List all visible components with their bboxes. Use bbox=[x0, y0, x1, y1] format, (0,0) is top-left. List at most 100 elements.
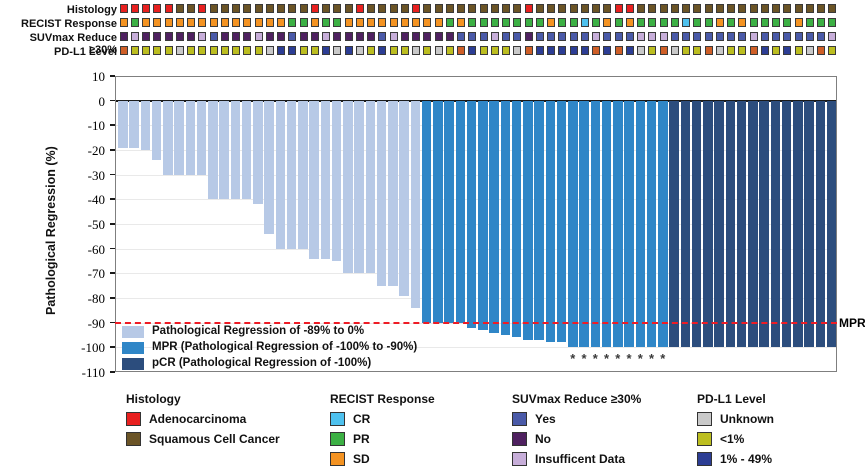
bar bbox=[433, 100, 443, 323]
track-cell-histology bbox=[513, 4, 522, 13]
track-cell-suvmax bbox=[232, 32, 241, 41]
track-cell-histology bbox=[547, 4, 556, 13]
bar bbox=[545, 100, 556, 343]
track-cell-recist bbox=[254, 18, 263, 27]
bar bbox=[489, 100, 499, 333]
track-cell-pdl1 bbox=[772, 46, 781, 55]
track-cell-recist bbox=[198, 18, 207, 27]
track-cell-histology bbox=[457, 4, 466, 13]
track-cell-recist bbox=[344, 18, 353, 27]
track-cell-suvmax bbox=[682, 32, 691, 41]
y-tick-label: -80 bbox=[87, 291, 105, 306]
track-cell-recist bbox=[299, 18, 308, 27]
gridline bbox=[116, 347, 836, 349]
bar bbox=[410, 100, 421, 308]
track-cell-suvmax bbox=[119, 32, 128, 41]
track-cell-pdl1 bbox=[670, 46, 679, 55]
track-cell-recist bbox=[142, 18, 151, 27]
significance-asterisk: * bbox=[581, 351, 587, 367]
track-cell-pdl1 bbox=[445, 46, 454, 55]
track-cell-recist bbox=[805, 18, 814, 27]
track-cell-suvmax bbox=[659, 32, 668, 41]
bar bbox=[309, 100, 319, 259]
track-cell-histology bbox=[558, 4, 567, 13]
track-cell-pdl1 bbox=[513, 46, 522, 55]
bar bbox=[208, 100, 218, 200]
y-tick bbox=[110, 149, 115, 151]
significance-asterisk: * bbox=[649, 351, 655, 367]
track-cell-histology bbox=[535, 4, 544, 13]
track-cell-pdl1 bbox=[715, 46, 724, 55]
track-cell-suvmax bbox=[299, 32, 308, 41]
legend-swatch bbox=[697, 412, 712, 426]
bar bbox=[399, 100, 409, 296]
track-cell-recist bbox=[209, 18, 218, 27]
y-tick-label: 0 bbox=[98, 93, 106, 109]
bar bbox=[185, 100, 196, 175]
track-cell-suvmax bbox=[513, 32, 522, 41]
track-cell-suvmax bbox=[760, 32, 769, 41]
track-cell-pdl1 bbox=[378, 46, 387, 55]
track-cell-pdl1 bbox=[524, 46, 533, 55]
track-label-histology: Histology bbox=[66, 4, 117, 16]
track-cell-suvmax bbox=[254, 32, 263, 41]
track-cell-recist bbox=[817, 18, 826, 27]
track-cell-pdl1 bbox=[468, 46, 477, 55]
track-cell-suvmax bbox=[288, 32, 297, 41]
track-cell-recist bbox=[524, 18, 533, 27]
track-cell-recist bbox=[682, 18, 691, 27]
track-cell-pdl1 bbox=[277, 46, 286, 55]
track-cell-pdl1 bbox=[288, 46, 297, 55]
track-cell-suvmax bbox=[704, 32, 713, 41]
y-tick-label: 10 bbox=[92, 69, 105, 84]
bar bbox=[421, 100, 432, 323]
y-tick-label: -40 bbox=[87, 192, 105, 208]
track-cell-suvmax bbox=[535, 32, 544, 41]
y-tick-label: -30 bbox=[87, 167, 105, 183]
track-cell-suvmax bbox=[772, 32, 781, 41]
mpr-line-label: MPR bbox=[839, 315, 865, 330]
track-cell-pdl1 bbox=[220, 46, 229, 55]
track-cell-histology bbox=[423, 4, 432, 13]
track-cell-pdl1 bbox=[749, 46, 758, 55]
track-cell-suvmax bbox=[479, 32, 488, 41]
track-cell-suvmax bbox=[547, 32, 556, 41]
track-cell-pdl1 bbox=[198, 46, 207, 55]
y-tick-label: -100 bbox=[81, 340, 105, 356]
track-cell-histology bbox=[625, 4, 634, 13]
track-cell-histology bbox=[232, 4, 241, 13]
track-cell-histology bbox=[322, 4, 331, 13]
track-cell-recist bbox=[625, 18, 634, 27]
track-cell-pdl1 bbox=[243, 46, 252, 55]
y-tick bbox=[110, 346, 115, 348]
track-cell-histology bbox=[434, 4, 443, 13]
track-cell-recist bbox=[220, 18, 229, 27]
track-cell-histology bbox=[490, 4, 499, 13]
bar bbox=[376, 100, 387, 286]
track-cell-suvmax bbox=[164, 32, 173, 41]
track-cell-pdl1 bbox=[344, 46, 353, 55]
track-cell-suvmax bbox=[648, 32, 657, 41]
bar bbox=[781, 100, 792, 348]
bar bbox=[230, 100, 241, 200]
track-cell-pdl1 bbox=[434, 46, 443, 55]
track-cell-pdl1 bbox=[502, 46, 511, 55]
track-cell-histology bbox=[378, 4, 387, 13]
track-cell-pdl1 bbox=[367, 46, 376, 55]
track-cell-histology bbox=[817, 4, 826, 13]
track-cell-recist bbox=[479, 18, 488, 27]
track-cell-histology bbox=[254, 4, 263, 13]
bar bbox=[275, 100, 286, 249]
y-tick-label: -50 bbox=[87, 217, 105, 232]
track-cell-histology bbox=[603, 4, 612, 13]
bar bbox=[680, 100, 691, 348]
legend-swatch bbox=[697, 432, 712, 446]
legend-swatch bbox=[126, 412, 141, 426]
track-cell-pdl1 bbox=[232, 46, 241, 55]
track-cell-pdl1 bbox=[625, 46, 634, 55]
bar bbox=[219, 100, 229, 200]
track-cell-recist bbox=[434, 18, 443, 27]
plot-legend-label: Pathological Regression of -89% to 0% bbox=[152, 325, 365, 337]
track-cell-histology bbox=[344, 4, 353, 13]
